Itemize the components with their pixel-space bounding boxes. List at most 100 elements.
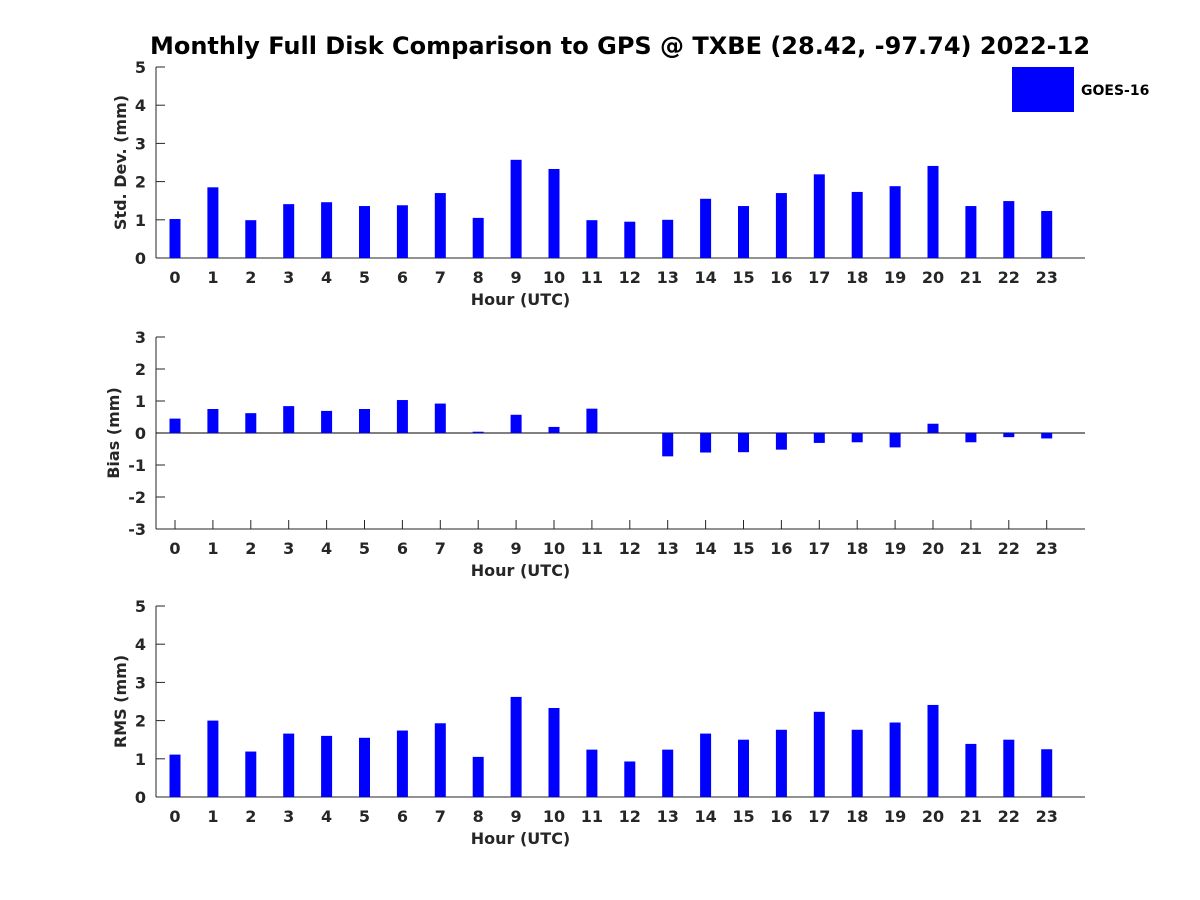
x-tick-label: 18 bbox=[846, 539, 868, 558]
x-tick-label: 5 bbox=[359, 807, 370, 826]
bar bbox=[738, 739, 749, 797]
bar bbox=[321, 410, 333, 433]
x-tick-label: 3 bbox=[283, 539, 294, 558]
bar bbox=[283, 406, 295, 433]
bar bbox=[359, 206, 370, 258]
y-axis-label: Std. Dev. (mm) bbox=[111, 95, 130, 230]
bar bbox=[245, 751, 257, 797]
bar bbox=[396, 730, 408, 797]
x-tick-label: 19 bbox=[884, 807, 906, 826]
y-tick-label: 2 bbox=[135, 360, 146, 379]
x-tick-label: 3 bbox=[283, 268, 294, 287]
bar bbox=[965, 743, 977, 797]
bar bbox=[396, 400, 408, 433]
y-tick-label: -3 bbox=[128, 520, 146, 539]
bar bbox=[169, 418, 181, 433]
x-tick-label: 15 bbox=[732, 807, 754, 826]
bar bbox=[775, 433, 787, 450]
bar bbox=[359, 737, 370, 797]
x-tick-label: 19 bbox=[884, 268, 906, 287]
y-tick-label: 4 bbox=[135, 96, 146, 115]
bar bbox=[775, 193, 787, 258]
bar bbox=[169, 219, 181, 258]
x-tick-label: 8 bbox=[473, 539, 484, 558]
bar bbox=[245, 413, 257, 433]
bar bbox=[548, 707, 560, 797]
bar bbox=[927, 423, 939, 433]
y-tick-label: 4 bbox=[135, 635, 146, 654]
bar bbox=[700, 433, 712, 453]
bar bbox=[169, 754, 181, 797]
x-tick-label: 18 bbox=[846, 807, 868, 826]
x-tick-label: 0 bbox=[169, 539, 180, 558]
bar bbox=[321, 735, 333, 797]
x-tick-label: 16 bbox=[770, 807, 792, 826]
y-tick-label: 3 bbox=[135, 328, 146, 347]
x-axis-label: Hour (UTC) bbox=[471, 829, 571, 848]
bar bbox=[510, 159, 522, 258]
x-tick-label: 2 bbox=[245, 539, 256, 558]
x-tick-label: 18 bbox=[846, 268, 868, 287]
x-tick-label: 11 bbox=[581, 268, 603, 287]
x-tick-label: 16 bbox=[770, 539, 792, 558]
bar bbox=[889, 433, 901, 448]
x-tick-label: 0 bbox=[169, 807, 180, 826]
y-tick-label: 5 bbox=[135, 58, 146, 77]
bar bbox=[813, 433, 825, 443]
x-tick-label: 16 bbox=[770, 268, 792, 287]
bar bbox=[207, 720, 219, 797]
x-tick-label: 9 bbox=[511, 807, 522, 826]
x-tick-label: 4 bbox=[321, 268, 332, 287]
legend-label: GOES-16 bbox=[1081, 83, 1149, 99]
y-tick-label: 2 bbox=[135, 173, 146, 192]
y-tick-label: 0 bbox=[135, 249, 146, 268]
x-tick-label: 4 bbox=[321, 807, 332, 826]
x-tick-label: 6 bbox=[397, 807, 408, 826]
x-tick-label: 22 bbox=[998, 539, 1020, 558]
bar bbox=[245, 220, 257, 258]
bar bbox=[472, 217, 484, 258]
y-tick-label: 0 bbox=[135, 788, 146, 807]
bar bbox=[775, 729, 787, 797]
bar bbox=[851, 729, 863, 797]
bar bbox=[586, 749, 598, 797]
bar bbox=[321, 202, 333, 258]
x-tick-label: 11 bbox=[581, 539, 603, 558]
y-tick-label: 2 bbox=[135, 712, 146, 731]
bar bbox=[510, 414, 522, 433]
bar bbox=[624, 221, 636, 258]
y-tick-label: -1 bbox=[128, 456, 146, 475]
x-tick-label: 9 bbox=[511, 268, 522, 287]
x-tick-label: 10 bbox=[543, 807, 565, 826]
x-tick-label: 22 bbox=[998, 807, 1020, 826]
bar bbox=[510, 696, 522, 797]
x-tick-label: 23 bbox=[1036, 807, 1058, 826]
x-tick-label: 14 bbox=[694, 268, 716, 287]
x-tick-label: 0 bbox=[169, 268, 180, 287]
x-tick-label: 20 bbox=[922, 268, 944, 287]
x-tick-label: 14 bbox=[694, 539, 716, 558]
x-tick-label: 23 bbox=[1036, 539, 1058, 558]
bar bbox=[700, 198, 712, 258]
bar bbox=[624, 761, 636, 797]
bar bbox=[1041, 211, 1053, 258]
x-tick-label: 17 bbox=[808, 268, 830, 287]
bar bbox=[662, 433, 674, 457]
bar bbox=[965, 206, 977, 258]
bar bbox=[813, 174, 825, 258]
x-tick-label: 1 bbox=[207, 807, 218, 826]
bar bbox=[207, 187, 219, 258]
bar bbox=[851, 191, 863, 258]
bar bbox=[472, 431, 484, 433]
y-tick-label: -2 bbox=[128, 488, 146, 507]
bar bbox=[472, 756, 484, 797]
x-tick-label: 20 bbox=[922, 539, 944, 558]
x-tick-label: 13 bbox=[657, 807, 679, 826]
bar bbox=[283, 204, 295, 258]
y-tick-label: 3 bbox=[135, 134, 146, 153]
bar bbox=[1041, 749, 1053, 797]
x-tick-label: 4 bbox=[321, 539, 332, 558]
y-axis-label: RMS (mm) bbox=[111, 655, 130, 748]
